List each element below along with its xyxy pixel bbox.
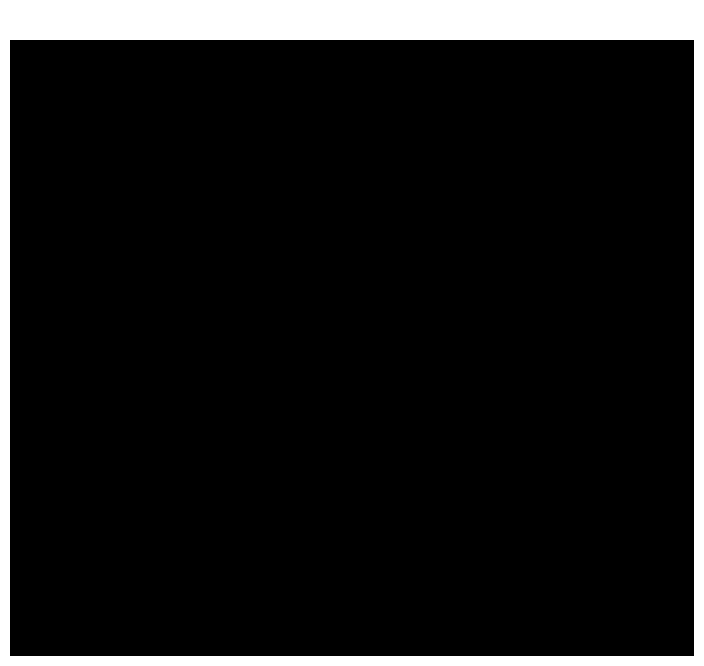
word-cloud <box>10 40 694 656</box>
cloud-background <box>10 40 694 656</box>
word-cloud-svg <box>10 40 694 656</box>
